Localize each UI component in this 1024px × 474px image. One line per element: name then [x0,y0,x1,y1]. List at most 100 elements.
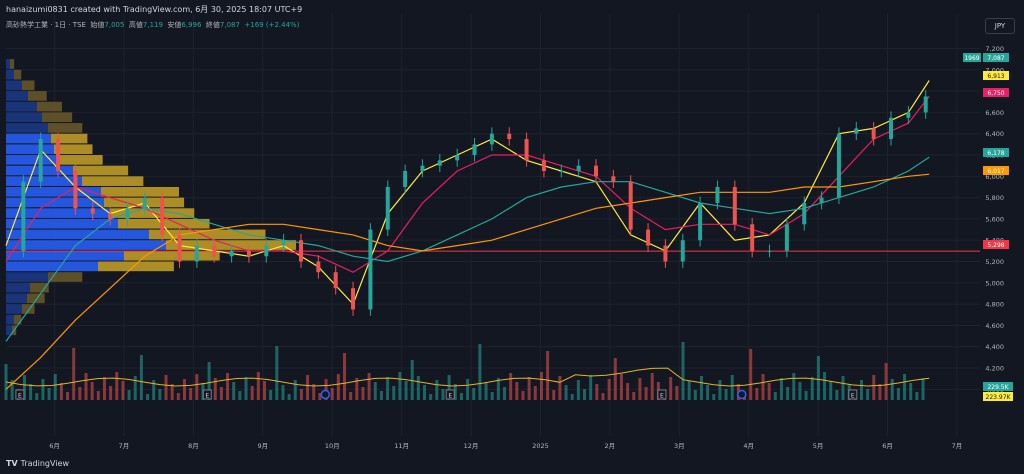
volume-bar [816,356,820,400]
volume-profile-bar-down [14,69,22,80]
price-tick-label: 6,600 [985,109,1004,117]
volume-bar [447,375,451,400]
volume-bar [619,374,623,400]
volume-bar [589,375,593,400]
volume-bar [730,375,734,400]
volume-bar [884,363,888,400]
price-badge-bg [983,148,1009,157]
volume-bar [650,373,654,400]
volume-bar [859,380,863,400]
volume-bar [170,384,174,400]
volume-bar [392,386,396,400]
volume-bar [484,383,488,400]
volume-profile-bar-up [6,144,54,155]
volume-bar [829,381,833,400]
volume-bar [687,381,691,400]
volume-bar [539,372,543,400]
earnings-label: E [660,393,664,400]
candle-body [160,197,165,235]
candle-body [923,96,928,113]
candle-body [576,165,581,172]
candle-body [802,202,807,225]
volume-bar [121,381,125,400]
candle-body [628,181,633,230]
candle-body [906,112,911,118]
volume-bar [552,390,556,400]
volume-bar [909,383,913,400]
candle-body [437,160,442,166]
price-badge-bg [983,53,1009,62]
tradingview-icon: TV [6,459,18,468]
volume-bar [306,375,310,400]
candle-body [90,208,95,214]
earnings-marker [657,389,667,400]
candle-body [229,250,234,257]
candle-body [177,234,182,262]
candle-body [663,245,668,262]
volume-bar [416,376,420,400]
footer-bar [0,452,1024,474]
candle-body [264,245,269,257]
volume-bar [724,389,728,400]
volume-bar [324,379,328,400]
earnings-marker [848,389,858,400]
volume-bar [189,388,193,400]
volume-bar [786,387,790,400]
price-badges: 1969 7,087 6,913 6,750 6,178 6,017 5,298 229.5K… [963,53,1013,401]
candle-body [767,250,772,252]
price-badge: 6,750 [987,90,1004,97]
volume-profile-bar-down [37,101,62,112]
volume-bar [478,344,482,400]
volume-bar [472,388,476,400]
volume-bar [755,388,759,400]
volume-bar [90,382,94,400]
candle-body [316,261,321,273]
candle-body [194,245,199,262]
price-badge: 6,017 [987,168,1004,175]
volume-bar [699,376,703,400]
volume-bar [269,390,273,400]
volume-bar [41,379,45,400]
volume-bar [792,373,796,400]
price-tick-label: 4,400 [985,343,1004,351]
volume-profile-bar-up [6,250,124,261]
time-tick-label: 4月 [743,442,754,450]
candle-body [698,202,703,241]
volume-bar [349,392,353,400]
volume-bar [810,377,814,400]
volume-bar [527,377,531,400]
volume-bar [804,391,808,400]
volume-profile-bar-up [6,240,166,250]
volume-bar [287,394,291,400]
volume-bar [712,394,716,400]
currency-button[interactable]: JPY [985,18,1015,34]
chart-header: hanaizumi0831 created with TradingView.c… [6,5,303,14]
volume-bar [496,378,500,400]
price-tick-label: 7,000 [985,66,1004,74]
volume-bar [96,391,100,400]
time-tick-label: 9月 [258,442,269,450]
candle-body [889,117,893,140]
tradingview-logo[interactable]: TV TradingView [6,459,69,468]
volume-badge: 229.5K [987,384,1009,391]
volume-bar [373,382,377,400]
volume-bar [158,389,162,400]
candlesticks [21,90,928,316]
volume-profile-bar-down [149,229,266,240]
candle-body [680,240,685,262]
candle-body [455,155,460,161]
volume-bar [681,342,685,400]
candle-body [125,208,130,219]
volume-bar [102,377,106,400]
volume-profile-bar-down [27,293,45,304]
open-label: 始値 [90,21,105,29]
volume-bar [59,383,63,400]
price-tick-label: 4,200 [985,365,1004,373]
open-value: 7,005 [104,21,125,29]
volume-bar [903,374,907,400]
time-tick-label: 6月 [882,442,893,450]
brand-name: TradingView [20,459,69,468]
volume-profile-bar-up [6,123,48,133]
time-tick-label: 8月 [188,442,199,450]
